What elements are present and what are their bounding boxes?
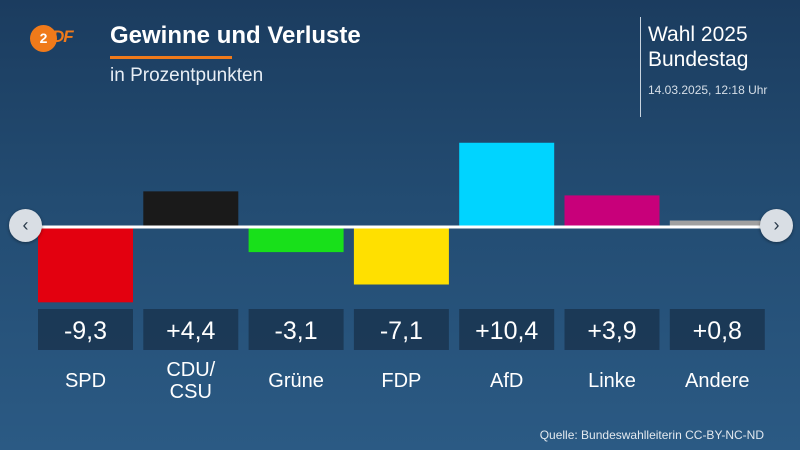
value-label: +4,4 [143, 309, 239, 350]
bar-fdp [353, 227, 449, 285]
chevron-right-icon[interactable]: › [760, 209, 793, 242]
category-label: FDP [381, 370, 421, 392]
timestamp: 14.03.2025, 12:18 Uhr [648, 83, 768, 97]
category-label: SPD [65, 370, 106, 392]
zdf-logo-text: DF [52, 27, 74, 46]
chart-subtitle: in Prozentpunkten [110, 65, 264, 86]
bar-afd [459, 142, 555, 227]
value-label-text: -7,1 [380, 317, 423, 345]
header-divider [640, 17, 641, 117]
value-label-text: +10,4 [475, 317, 538, 345]
category-label: CDU/CSU [166, 359, 215, 403]
value-label: +0,8 [669, 309, 765, 350]
category-label: Grüne [268, 370, 324, 392]
value-label-text: +4,4 [166, 317, 215, 345]
bar-spd [38, 227, 133, 303]
value-label-box [248, 309, 344, 350]
bar-linke [564, 195, 660, 227]
value-label: -9,3 [38, 309, 133, 350]
value-label-box [143, 309, 239, 350]
value-label-box [353, 309, 449, 350]
value-label: +10,4 [459, 309, 555, 350]
chart-title: Gewinne und Verluste [110, 22, 361, 49]
title-underline [110, 56, 232, 59]
value-label-text: +3,9 [587, 317, 636, 345]
value-label-text: -9,3 [64, 317, 107, 345]
election-info: Wahl 2025 Bundestag [648, 22, 748, 72]
value-label: +3,9 [564, 309, 660, 350]
bar-grüne [248, 227, 344, 253]
value-label-text: -3,1 [275, 317, 318, 345]
value-label-box [669, 309, 765, 350]
source-note: Quelle: Bundeswahlleiterin CC-BY-NC-ND [539, 428, 764, 442]
bar-cducsu [143, 191, 239, 227]
value-label: -3,1 [248, 309, 344, 350]
chevron-left-icon[interactable]: ‹ [9, 209, 42, 242]
zdf-logo: 2 [30, 25, 57, 52]
bar-andere [669, 220, 765, 227]
category-label: AfD [490, 370, 523, 392]
value-label-text: +0,8 [693, 317, 742, 345]
value-label-box [459, 309, 555, 350]
category-label: Andere [685, 370, 750, 392]
value-label-box [564, 309, 660, 350]
value-label-box [38, 309, 133, 350]
election-type: Bundestag [648, 48, 749, 71]
value-label: -7,1 [353, 309, 449, 350]
category-label: Linke [588, 370, 636, 392]
election-year: Wahl 2025 [648, 23, 748, 46]
